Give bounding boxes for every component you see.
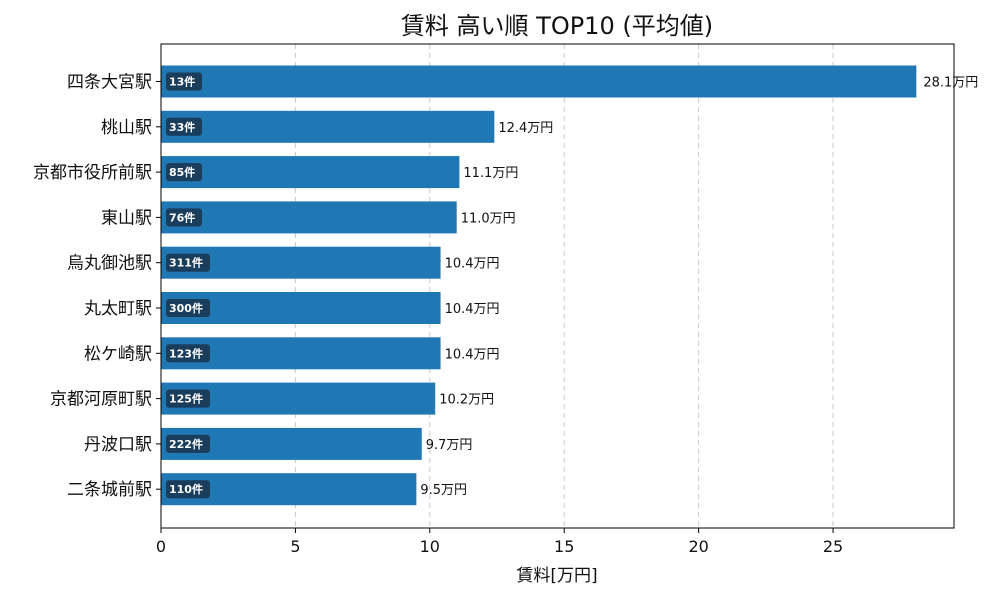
plot-frame xyxy=(160,43,955,529)
count-label: 110件 xyxy=(169,482,203,496)
count-label: 311件 xyxy=(169,256,203,270)
value-label: 9.5万円 xyxy=(420,483,467,498)
count-badge xyxy=(166,72,202,91)
count-badge xyxy=(166,480,210,499)
x-tick-label: 0 xyxy=(156,537,166,556)
count-badge xyxy=(166,389,210,408)
value-label: 12.4万円 xyxy=(498,121,553,136)
count-badge xyxy=(166,434,210,453)
value-label: 10.4万円 xyxy=(445,302,500,317)
category-label: 京都市役所前駅 xyxy=(33,163,152,183)
count-label: 13件 xyxy=(169,75,195,89)
count-badge xyxy=(166,208,202,227)
x-tick-label: 10 xyxy=(420,537,440,556)
x-tick-label: 5 xyxy=(290,537,300,556)
bar xyxy=(161,65,917,98)
x-tick-label: 15 xyxy=(554,537,574,556)
bar xyxy=(161,201,457,234)
count-badge xyxy=(166,117,202,136)
count-badge xyxy=(166,344,210,363)
bar xyxy=(161,110,495,143)
value-label: 10.4万円 xyxy=(445,257,500,272)
category-label: 東山駅 xyxy=(101,208,152,228)
value-label: 9.7万円 xyxy=(426,438,473,453)
category-label: 丹波口駅 xyxy=(84,435,152,455)
count-label: 85件 xyxy=(169,165,195,179)
category-label: 丸太町駅 xyxy=(84,299,152,319)
category-label: 二条城前駅 xyxy=(67,480,152,500)
value-label: 10.2万円 xyxy=(439,393,494,408)
count-label: 123件 xyxy=(169,346,203,360)
category-label: 桃山駅 xyxy=(101,118,152,138)
value-label: 10.4万円 xyxy=(445,347,500,362)
count-label: 33件 xyxy=(169,120,195,134)
chart-title: 賃料 高い順 TOP10 (平均値) xyxy=(401,12,713,40)
x-axis-label: 賃料[万円] xyxy=(516,566,597,586)
x-tick-label: 25 xyxy=(823,537,843,556)
value-label: 11.1万円 xyxy=(463,166,518,181)
bar xyxy=(161,156,460,189)
count-badge xyxy=(166,163,202,182)
count-label: 76件 xyxy=(169,210,195,224)
category-label: 四条大宮駅 xyxy=(67,73,152,93)
count-badge xyxy=(166,299,210,317)
count-label: 300件 xyxy=(169,301,203,315)
count-badge xyxy=(166,253,210,272)
axes: 0 5 10 15 20 25 xyxy=(156,81,843,556)
count-label: 125件 xyxy=(169,392,203,406)
value-label: 28.1万円 xyxy=(923,76,978,91)
value-label: 11.0万円 xyxy=(461,211,516,226)
x-tick-label: 20 xyxy=(688,537,708,556)
category-label: 京都河原町駅 xyxy=(50,390,152,410)
category-label: 烏丸御池駅 xyxy=(67,254,152,274)
count-label: 222件 xyxy=(169,437,203,451)
category-label: 松ケ崎駅 xyxy=(84,344,152,364)
